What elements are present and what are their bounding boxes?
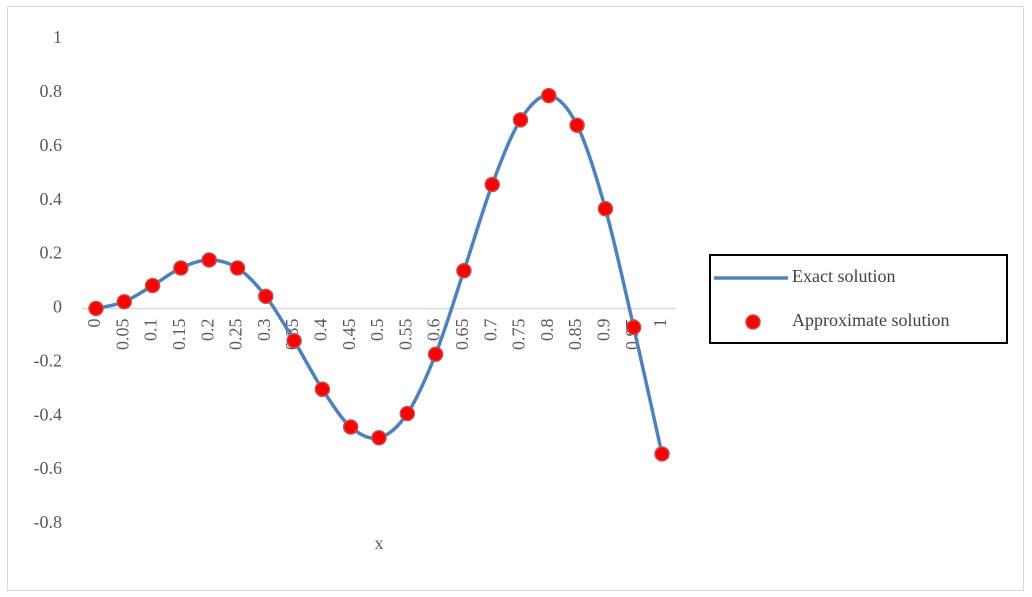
y-tick-label: -0.4 (34, 404, 63, 424)
x-tick-label: 0.5 (367, 318, 387, 341)
y-tick-label: -0.2 (34, 350, 63, 370)
y-tick-label: 0.4 (40, 189, 63, 209)
y-tick-label: 0 (53, 297, 62, 317)
legend-marker (745, 314, 761, 330)
y-tick-label: 1 (53, 27, 62, 47)
x-tick-label: 0.4 (311, 318, 331, 341)
approx-point (484, 176, 500, 193)
x-tick-label: 1 (650, 318, 670, 327)
approx-point (116, 293, 133, 310)
approx-point (173, 260, 189, 276)
x-tick-label: 0.1 (141, 318, 161, 341)
approx-point (314, 381, 331, 398)
approx-point (427, 346, 444, 362)
approx-point (399, 405, 416, 422)
y-tick-label: 0.6 (40, 135, 63, 155)
x-tick-label: 0.25 (226, 318, 246, 350)
y-tick-label: -0.8 (34, 512, 63, 532)
y-tick-label: -0.6 (34, 458, 63, 478)
legend-text: Exact solution (792, 266, 895, 286)
x-tick-label: 0.7 (480, 318, 500, 341)
y-tick-label: 0.8 (40, 81, 63, 101)
x-tick-label: 0.65 (452, 318, 472, 350)
approx-point (144, 277, 161, 294)
legend-text: Approximate solution (792, 310, 949, 330)
approx-point (258, 288, 274, 305)
x-tick-label: 0.2 (197, 318, 217, 341)
x-tick-label: 0.05 (112, 318, 132, 350)
x-tick-label: 0.85 (565, 318, 585, 350)
approx-point (229, 260, 246, 276)
x-tick-label: 0.6 (424, 318, 444, 341)
x-tick-label: 0.55 (395, 318, 415, 350)
approx-point (597, 201, 614, 217)
y-tick-label: 0.2 (40, 243, 63, 263)
approx-point (569, 117, 585, 133)
x-tick-label: 0.75 (509, 318, 529, 350)
x-tick-label: 0.15 (169, 318, 189, 350)
x-tick-label: 0.3 (254, 318, 274, 341)
x-tick-label: 0.8 (537, 318, 557, 341)
approx-point (201, 252, 217, 268)
x-tick-label: 0.9 (594, 318, 614, 341)
approx-point (456, 262, 472, 279)
x-axis-title: x (375, 533, 384, 553)
approx-point (541, 87, 557, 104)
x-tick-label: 0.45 (339, 318, 359, 350)
x-tick-label: 0 (84, 318, 104, 327)
approx-point (625, 319, 642, 336)
approx-point (371, 430, 387, 446)
approx-point (654, 446, 670, 462)
approx-point (286, 333, 302, 349)
approx-point (88, 300, 104, 317)
approx-point (342, 419, 359, 435)
approx-point (512, 112, 529, 128)
legend-box (709, 254, 1008, 344)
